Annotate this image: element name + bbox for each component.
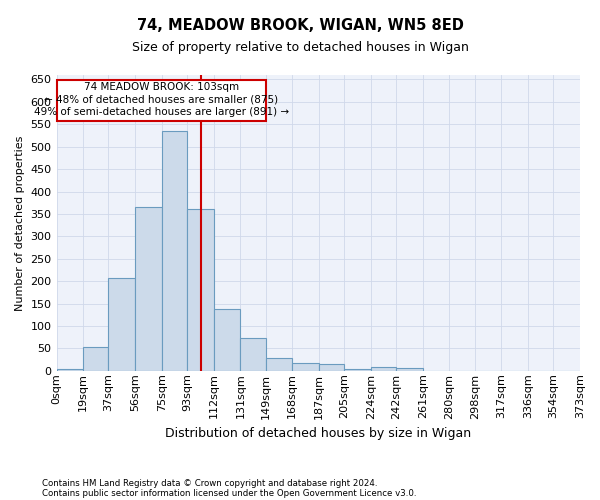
- Bar: [344, 368, 371, 371]
- Text: 49% of semi-detached houses are larger (891) →: 49% of semi-detached houses are larger (…: [34, 107, 289, 117]
- Bar: [214, 310, 241, 371]
- Text: Size of property relative to detached houses in Wigan: Size of property relative to detached ho…: [131, 41, 469, 54]
- Bar: [319, 364, 344, 371]
- Bar: [56, 369, 83, 371]
- Y-axis label: Number of detached properties: Number of detached properties: [15, 135, 25, 310]
- Text: ← 48% of detached houses are smaller (875): ← 48% of detached houses are smaller (87…: [44, 94, 278, 104]
- Bar: [396, 368, 423, 371]
- Bar: [371, 367, 396, 371]
- Bar: [187, 210, 214, 371]
- Bar: [135, 207, 162, 371]
- Text: Contains HM Land Registry data © Crown copyright and database right 2024.: Contains HM Land Registry data © Crown c…: [42, 478, 377, 488]
- FancyBboxPatch shape: [56, 80, 266, 120]
- Bar: [109, 278, 135, 371]
- Bar: [266, 358, 292, 371]
- Bar: [162, 131, 187, 371]
- Bar: [241, 338, 266, 371]
- Text: Contains public sector information licensed under the Open Government Licence v3: Contains public sector information licen…: [42, 488, 416, 498]
- Bar: [83, 348, 109, 371]
- Text: 74 MEADOW BROOK: 103sqm: 74 MEADOW BROOK: 103sqm: [83, 82, 239, 92]
- X-axis label: Distribution of detached houses by size in Wigan: Distribution of detached houses by size …: [165, 427, 472, 440]
- Text: 74, MEADOW BROOK, WIGAN, WN5 8ED: 74, MEADOW BROOK, WIGAN, WN5 8ED: [137, 18, 463, 32]
- Bar: [292, 362, 319, 371]
